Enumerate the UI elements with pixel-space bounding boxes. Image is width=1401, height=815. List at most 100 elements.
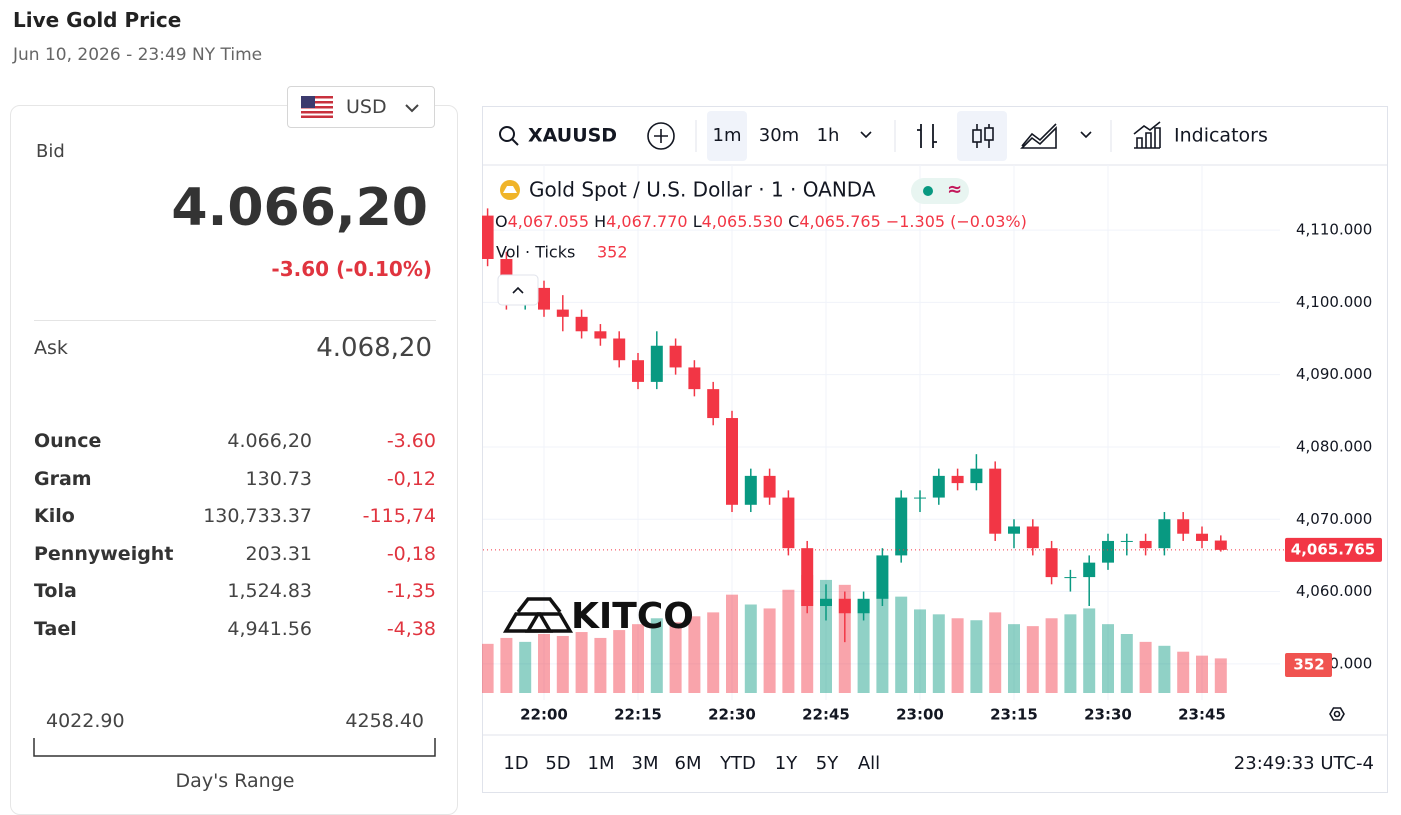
- volume-bar: [669, 622, 682, 693]
- volume-legend-value: 352: [597, 243, 628, 262]
- ohlc-value: 4,067.055: [508, 212, 589, 231]
- volume-legend: Vol · Ticks: [496, 243, 575, 262]
- range-high: 4258.40: [345, 710, 424, 732]
- candle-body: [594, 331, 607, 339]
- unit-change: -0,12: [386, 468, 436, 490]
- add-symbol[interactable]: [647, 122, 675, 150]
- candle-layer: [482, 208, 1227, 643]
- collapse-button[interactable]: [497, 274, 539, 306]
- volume-bar: [688, 616, 701, 693]
- candle-body: [895, 497, 908, 556]
- range-label: Day's Range: [175, 770, 295, 792]
- volume-bar: [1177, 651, 1190, 693]
- candle-body: [1064, 577, 1077, 579]
- candle-body: [1139, 540, 1152, 549]
- volume-bar: [1196, 655, 1208, 693]
- range-buttons: 1D 5D 1M 3M 6M YTD 1Y 5Y All: [503, 753, 880, 774]
- volume-bar: [632, 624, 644, 693]
- volume-bar: [951, 618, 964, 693]
- x-tick-label: 23:15: [990, 706, 1038, 724]
- status-dot: [923, 186, 933, 196]
- style-active: [957, 111, 1007, 161]
- range-button[interactable]: 1M: [588, 753, 615, 774]
- range-button[interactable]: 6M: [675, 753, 702, 774]
- indicators-button[interactable]: Indicators: [1174, 125, 1268, 147]
- ohlc-change: −1.305 (−0.03%): [886, 212, 1027, 231]
- volume-bar: [857, 599, 870, 693]
- x-tick-label: 22:15: [614, 706, 662, 724]
- ohlc-key: O: [495, 212, 508, 231]
- candle-body: [763, 475, 776, 498]
- volume-bar: [613, 630, 626, 693]
- range-button[interactable]: 1Y: [775, 753, 798, 774]
- x-tick-label: 23:45: [1178, 706, 1226, 724]
- indicators-icon[interactable]: [1133, 121, 1161, 149]
- volume-bar: [594, 637, 607, 693]
- range-button[interactable]: 3M: [632, 753, 659, 774]
- candle-body: [782, 497, 795, 549]
- bid-change: -3.60 (-0.10%): [271, 257, 432, 281]
- candle-body: [1045, 548, 1058, 578]
- unit-price: 203.31: [245, 543, 312, 565]
- area-icon[interactable]: [1020, 123, 1057, 149]
- unit-change: -3.60: [386, 430, 436, 452]
- volume-bar: [1158, 645, 1171, 693]
- interval[interactable]: 30m: [759, 125, 799, 146]
- watermark-text: KITCO: [571, 596, 694, 637]
- candle-body: [707, 389, 720, 419]
- collapse-icon: [512, 286, 524, 294]
- volume-bar: [914, 609, 926, 693]
- y-tick-label: 4,110.000: [1296, 221, 1372, 239]
- currency-select[interactable]: USD: [287, 86, 435, 128]
- candle-body: [1196, 533, 1208, 541]
- candle-body: [1158, 519, 1171, 549]
- range-button[interactable]: 1D: [503, 753, 528, 774]
- unit-price: 4.066,20: [227, 430, 312, 452]
- range-button[interactable]: 5Y: [816, 753, 839, 774]
- interval-active: [707, 111, 747, 161]
- candle-body: [970, 468, 983, 484]
- candle-body: [876, 555, 889, 599]
- volume-bar: [1008, 624, 1020, 693]
- volume-bar: [1102, 624, 1114, 693]
- candle-body: [650, 345, 663, 382]
- flag-icon: [301, 96, 333, 118]
- candle-body: [538, 287, 550, 310]
- range-button[interactable]: YTD: [719, 753, 756, 774]
- candle-body: [688, 367, 701, 390]
- interval[interactable]: 1h: [817, 125, 840, 146]
- candle-body: [914, 497, 926, 499]
- candle-body: [1008, 526, 1020, 534]
- volume-bar: [538, 634, 550, 693]
- status-pill: [911, 178, 969, 204]
- candles-icon: [984, 127, 994, 141]
- candle-body: [669, 345, 682, 368]
- candle-body: [726, 418, 738, 505]
- range-button[interactable]: All: [858, 753, 880, 774]
- volume-bar: [763, 608, 776, 693]
- volume-badge: [1285, 653, 1332, 677]
- settings-icon[interactable]: [1329, 707, 1345, 721]
- search-icon[interactable]: [499, 126, 515, 142]
- chevron[interactable]: [1080, 131, 1092, 139]
- last-price-label: 4,065.765: [1291, 540, 1375, 558]
- chevron[interactable]: [860, 131, 872, 139]
- candle-body: [820, 598, 832, 607]
- unit-change: -4,38: [386, 618, 436, 640]
- unit-name: Ounce: [34, 430, 102, 452]
- volume-bar: [482, 643, 494, 693]
- settings-icon: [1333, 710, 1341, 718]
- interval[interactable]: 1m: [713, 125, 742, 146]
- symbol[interactable]: XAUUSD: [528, 125, 617, 147]
- last-price-badge: [1285, 537, 1382, 562]
- bars-icon[interactable]: [917, 124, 937, 148]
- volume-bar: [650, 618, 663, 693]
- y-tick-label: 4,070.000: [1296, 510, 1372, 528]
- volume-bar: [876, 594, 889, 693]
- range-button[interactable]: 5D: [545, 753, 570, 774]
- candle-body: [951, 475, 964, 484]
- legend-title: Gold Spot / U.S. Dollar · 1 · OANDA: [529, 178, 876, 202]
- page-date: Jun 10, 2026 - 23:49 NY Time: [13, 45, 263, 65]
- currency-label: USD: [346, 96, 387, 118]
